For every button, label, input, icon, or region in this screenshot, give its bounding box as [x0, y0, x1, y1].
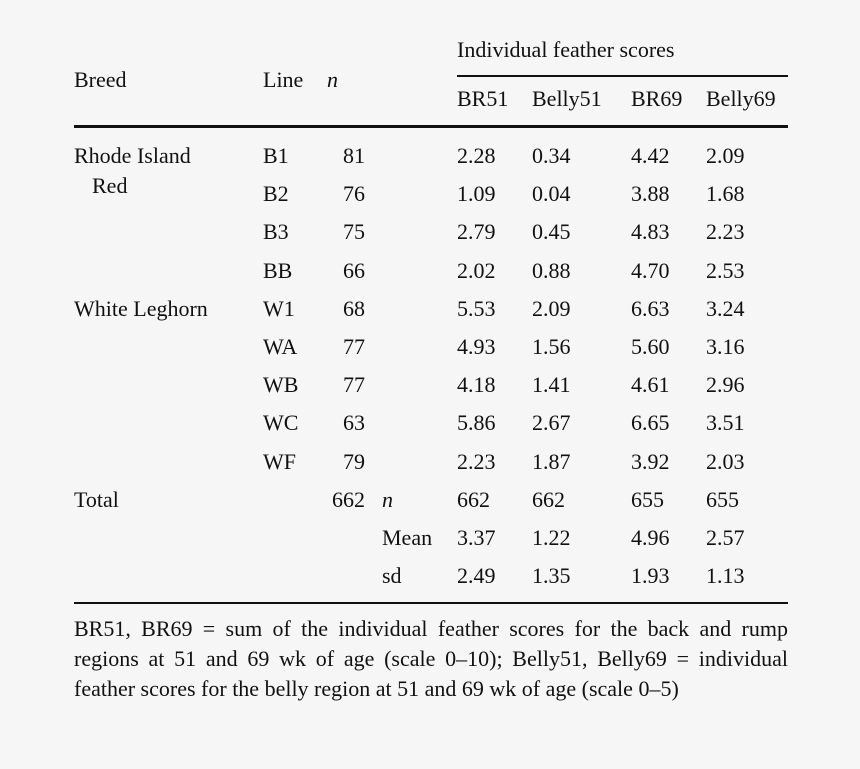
line-label: WB — [263, 372, 299, 397]
stat-cell: 2.57 — [706, 525, 745, 550]
stat-cell: 655 — [706, 487, 739, 512]
stat-cell: 2.49 — [457, 563, 496, 588]
n-value: 77 — [343, 334, 365, 359]
score-cell: 4.61 — [631, 372, 670, 397]
score-cell: 2.53 — [706, 258, 745, 283]
table-footnote: BR51, BR69 = sum of the individual feath… — [74, 616, 788, 701]
score-cell: 2.79 — [457, 219, 496, 244]
score-cell: 2.96 — [706, 372, 745, 397]
header-col-br69: BR69 — [631, 86, 683, 111]
score-cell: 4.70 — [631, 258, 670, 283]
line-label: BB — [263, 258, 293, 283]
line-label: B3 — [263, 219, 289, 244]
breed-label-cont: Red — [92, 173, 128, 198]
score-cell: 3.51 — [706, 410, 745, 435]
n-value: 76 — [343, 181, 365, 206]
header-n: n — [327, 67, 338, 92]
score-cell: 4.93 — [457, 334, 496, 359]
stat-cell: 662 — [532, 487, 565, 512]
header-line: Line — [263, 67, 304, 92]
total-label: Total — [74, 487, 119, 512]
score-cell: 5.86 — [457, 410, 496, 435]
header-col-belly51: Belly51 — [532, 86, 602, 111]
score-cell: 0.88 — [532, 258, 571, 283]
n-value: 79 — [343, 449, 365, 474]
score-cell: 2.23 — [706, 219, 745, 244]
score-cell: 6.65 — [631, 410, 670, 435]
stat-cell: 655 — [631, 487, 664, 512]
header-bottom-rule — [74, 125, 788, 128]
score-cell: 4.42 — [631, 143, 670, 168]
score-cell: 2.23 — [457, 449, 496, 474]
breed-label: Rhode Island — [74, 143, 191, 168]
score-cell: 1.56 — [532, 334, 571, 359]
score-cell: 2.02 — [457, 258, 496, 283]
score-cell: 1.09 — [457, 181, 496, 206]
score-cell: 2.28 — [457, 143, 496, 168]
header-breed: Breed — [74, 67, 127, 92]
score-cell: 3.88 — [631, 181, 670, 206]
stat-cell: 1.35 — [532, 563, 571, 588]
score-cell: 2.09 — [706, 143, 745, 168]
score-cell: 2.67 — [532, 410, 571, 435]
score-cell: 0.45 — [532, 219, 571, 244]
n-value: 63 — [343, 410, 365, 435]
score-cell: 0.34 — [532, 143, 571, 168]
score-cell: 3.92 — [631, 449, 670, 474]
line-label: WC — [263, 410, 299, 435]
stat-cell: 662 — [457, 487, 490, 512]
line-label: W1 — [263, 296, 295, 321]
line-label: B2 — [263, 181, 289, 206]
score-cell: 2.03 — [706, 449, 745, 474]
breed-label: White Leghorn — [74, 296, 208, 321]
line-label: WF — [263, 449, 296, 474]
stat-label: sd — [382, 563, 402, 588]
stat-label: Mean — [382, 525, 433, 550]
n-value: 75 — [343, 219, 365, 244]
stat-label: n — [382, 487, 393, 512]
line-label: WA — [263, 334, 298, 359]
score-cell: 1.68 — [706, 181, 745, 206]
score-cell: 1.41 — [532, 372, 571, 397]
score-cell: 0.04 — [532, 181, 571, 206]
header-col-br51: BR51 — [457, 86, 509, 111]
score-cell: 4.18 — [457, 372, 496, 397]
score-cell: 3.24 — [706, 296, 745, 321]
score-cell: 5.53 — [457, 296, 496, 321]
score-cell: 4.83 — [631, 219, 670, 244]
score-cell: 3.16 — [706, 334, 745, 359]
stat-cell: 1.13 — [706, 563, 745, 588]
total-n-value: 662 — [332, 487, 365, 512]
stat-cell: 4.96 — [631, 525, 670, 550]
line-label: B1 — [263, 143, 289, 168]
n-value: 77 — [343, 372, 365, 397]
n-value: 81 — [343, 143, 365, 168]
header-group-feather-scores: Individual feather scores — [457, 37, 675, 62]
n-value: 66 — [343, 258, 365, 283]
score-cell: 6.63 — [631, 296, 670, 321]
header-col-belly69: Belly69 — [706, 86, 776, 111]
table-bottom-rule — [74, 602, 788, 604]
score-cell: 1.87 — [532, 449, 571, 474]
group-header-rule — [457, 75, 788, 77]
n-value: 68 — [343, 296, 365, 321]
score-cell: 2.09 — [532, 296, 571, 321]
stat-cell: 1.93 — [631, 563, 670, 588]
stat-cell: 1.22 — [532, 525, 571, 550]
score-cell: 5.60 — [631, 334, 670, 359]
stat-cell: 3.37 — [457, 525, 496, 550]
